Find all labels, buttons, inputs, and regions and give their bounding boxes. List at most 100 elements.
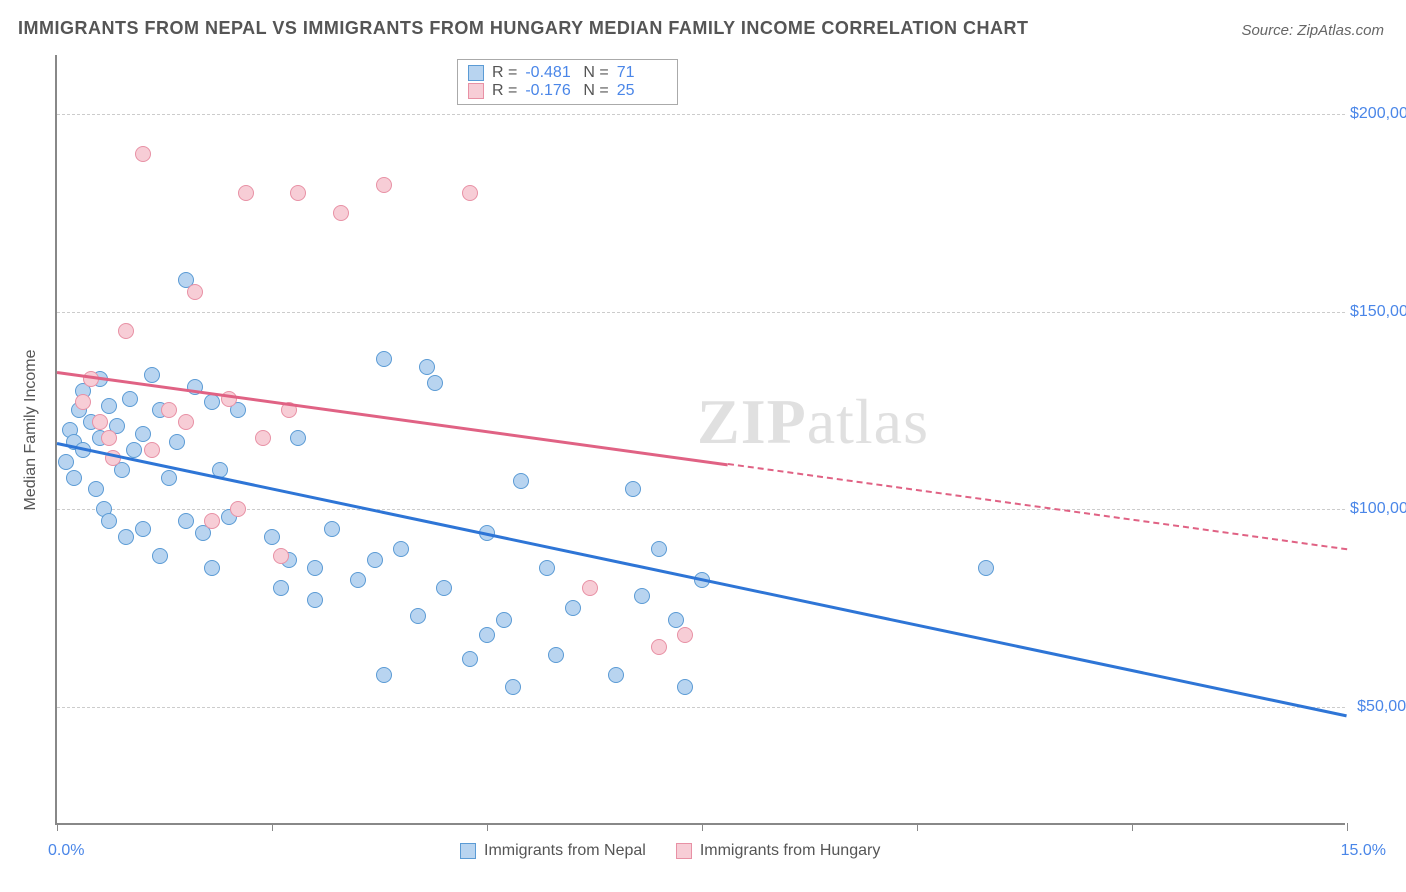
x-min-label: 0.0%: [48, 842, 84, 860]
data-point: [101, 398, 117, 414]
data-point: [58, 454, 74, 470]
x-tick: [272, 823, 273, 831]
data-point: [66, 470, 82, 486]
x-tick: [57, 823, 58, 831]
data-point: [582, 580, 598, 596]
gridline: [57, 312, 1345, 313]
data-point: [539, 560, 555, 576]
bottom-legend: Immigrants from Nepal Immigrants from Hu…: [460, 842, 880, 860]
gridline: [57, 707, 1345, 708]
data-point: [393, 541, 409, 557]
x-tick: [1132, 823, 1133, 831]
data-point: [462, 651, 478, 667]
data-point: [565, 600, 581, 616]
data-point: [307, 560, 323, 576]
data-point: [273, 548, 289, 564]
x-tick: [487, 823, 488, 831]
data-point: [118, 529, 134, 545]
data-point: [324, 521, 340, 537]
data-point: [290, 430, 306, 446]
x-tick: [702, 823, 703, 831]
data-point: [634, 588, 650, 604]
data-point: [350, 572, 366, 588]
data-point: [135, 521, 151, 537]
gridline: [57, 509, 1345, 510]
data-point: [169, 434, 185, 450]
data-point: [651, 639, 667, 655]
legend-item-hungary: Immigrants from Hungary: [676, 842, 881, 860]
data-point: [479, 627, 495, 643]
data-point: [264, 529, 280, 545]
data-point: [92, 414, 108, 430]
data-point: [101, 513, 117, 529]
data-point: [496, 612, 512, 628]
data-point: [161, 402, 177, 418]
data-point: [204, 513, 220, 529]
data-point: [255, 430, 271, 446]
source-attribution: Source: ZipAtlas.com: [1241, 22, 1384, 39]
data-point: [367, 552, 383, 568]
data-point: [419, 359, 435, 375]
stats-row-hungary: R =-0.176 N =25: [468, 82, 667, 100]
data-point: [152, 548, 168, 564]
data-point: [307, 592, 323, 608]
data-point: [668, 612, 684, 628]
y-axis-label: Median Family Income: [22, 350, 40, 511]
data-point: [625, 481, 641, 497]
data-point: [505, 679, 521, 695]
swatch-hungary: [468, 83, 484, 99]
data-point: [333, 205, 349, 221]
data-point: [122, 391, 138, 407]
data-point: [410, 608, 426, 624]
data-point: [436, 580, 452, 596]
plot-area: ZIPatlas R =-0.481 N =71 R =-0.176 N =25…: [55, 55, 1345, 825]
data-point: [144, 367, 160, 383]
data-point: [978, 560, 994, 576]
data-point: [178, 513, 194, 529]
data-point: [427, 375, 443, 391]
data-point: [376, 667, 392, 683]
trend-line: [728, 463, 1347, 550]
x-tick: [917, 823, 918, 831]
data-point: [204, 394, 220, 410]
data-point: [230, 501, 246, 517]
y-tick-label: $200,000: [1350, 105, 1406, 123]
trend-line: [57, 442, 1348, 717]
y-tick-label: $150,000: [1350, 303, 1406, 321]
data-point: [548, 647, 564, 663]
data-point: [144, 442, 160, 458]
stats-legend: R =-0.481 N =71 R =-0.176 N =25: [457, 59, 678, 105]
data-point: [376, 351, 392, 367]
data-point: [273, 580, 289, 596]
data-point: [135, 146, 151, 162]
gridline: [57, 114, 1345, 115]
data-point: [135, 426, 151, 442]
data-point: [290, 185, 306, 201]
stats-row-nepal: R =-0.481 N =71: [468, 64, 667, 82]
data-point: [204, 560, 220, 576]
data-point: [513, 473, 529, 489]
y-tick-label: $50,000: [1350, 698, 1406, 716]
y-tick-label: $100,000: [1350, 500, 1406, 518]
data-point: [651, 541, 667, 557]
data-point: [161, 470, 177, 486]
data-point: [126, 442, 142, 458]
legend-swatch-hungary: [676, 843, 692, 859]
watermark: ZIPatlas: [697, 385, 929, 459]
data-point: [608, 667, 624, 683]
swatch-nepal: [468, 65, 484, 81]
data-point: [677, 627, 693, 643]
legend-item-nepal: Immigrants from Nepal: [460, 842, 646, 860]
data-point: [118, 323, 134, 339]
data-point: [462, 185, 478, 201]
data-point: [677, 679, 693, 695]
data-point: [178, 414, 194, 430]
x-max-label: 15.0%: [1341, 842, 1386, 860]
data-point: [238, 185, 254, 201]
data-point: [101, 430, 117, 446]
x-tick: [1347, 823, 1348, 831]
data-point: [376, 177, 392, 193]
data-point: [88, 481, 104, 497]
data-point: [75, 394, 91, 410]
chart-title: IMMIGRANTS FROM NEPAL VS IMMIGRANTS FROM…: [18, 18, 1029, 39]
